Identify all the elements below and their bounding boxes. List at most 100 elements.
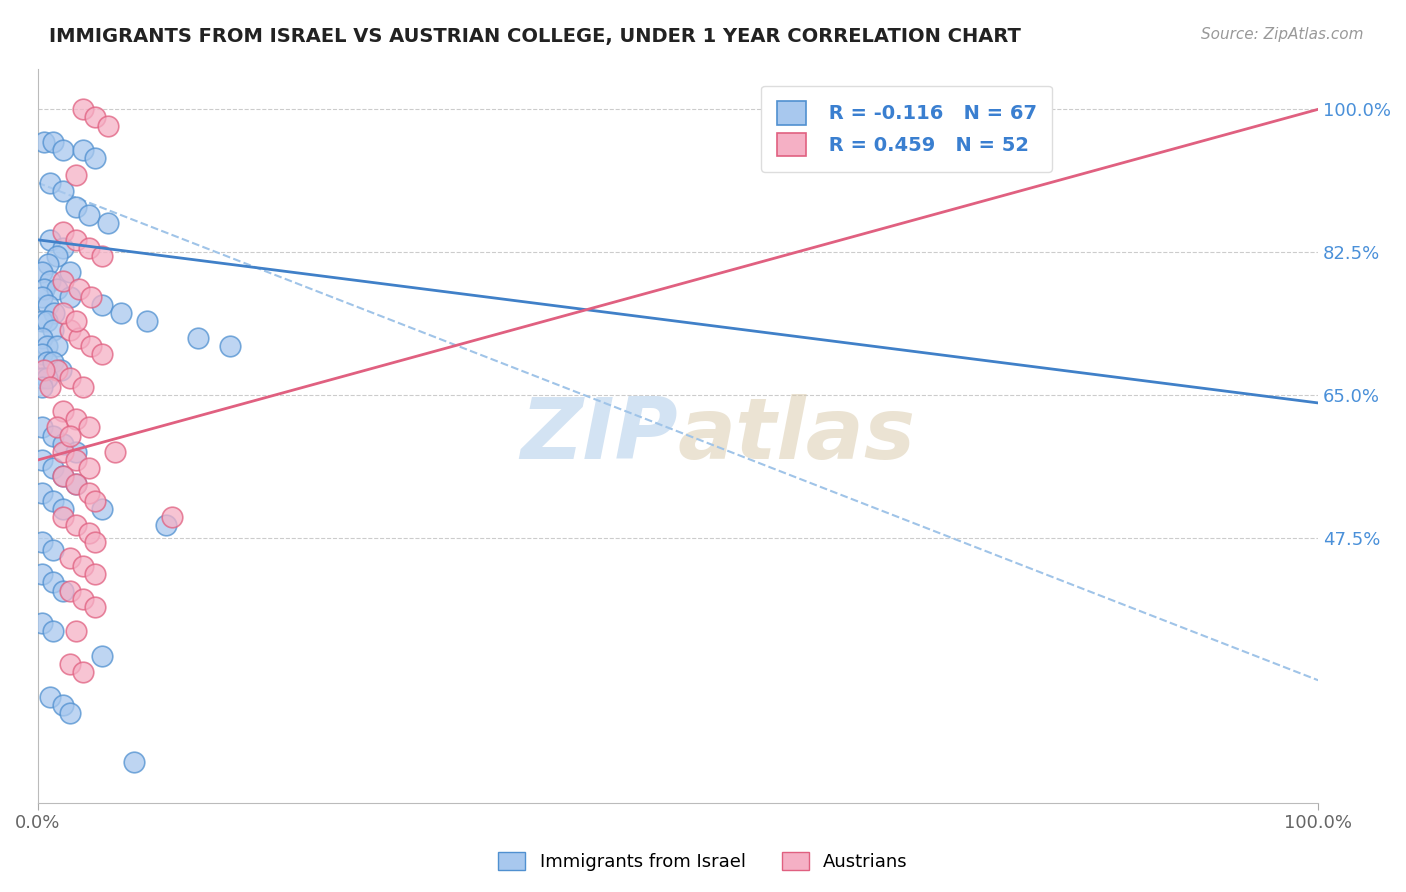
Point <box>31 616 53 631</box>
Point <box>52 225 75 239</box>
Point <box>187 331 209 345</box>
Point <box>59 290 82 304</box>
Point <box>42 322 65 336</box>
Point <box>52 143 75 157</box>
Point <box>72 103 94 117</box>
Point <box>31 420 53 434</box>
Point <box>90 298 112 312</box>
Point <box>65 445 87 459</box>
Point <box>97 217 120 231</box>
Point <box>84 111 107 125</box>
Point <box>42 461 65 475</box>
Point <box>42 355 65 369</box>
Point <box>52 510 75 524</box>
Point <box>59 428 82 442</box>
Point <box>84 151 107 165</box>
Point <box>67 331 90 345</box>
Point <box>65 233 87 247</box>
Point <box>72 591 94 606</box>
Point <box>39 274 62 288</box>
Point <box>90 648 112 663</box>
Point <box>59 371 82 385</box>
Point <box>59 657 82 671</box>
Point <box>52 445 75 459</box>
Point <box>52 241 75 255</box>
Point <box>39 233 62 247</box>
Point <box>65 412 87 426</box>
Point <box>65 200 87 214</box>
Point <box>37 298 59 312</box>
Point <box>52 469 75 483</box>
Point <box>65 453 87 467</box>
Point <box>52 469 75 483</box>
Point <box>65 477 87 491</box>
Point <box>77 420 100 434</box>
Point <box>84 567 107 582</box>
Point <box>42 135 65 149</box>
Point <box>39 176 62 190</box>
Point <box>42 542 65 557</box>
Point <box>103 445 125 459</box>
Point <box>42 575 65 590</box>
Point <box>77 241 100 255</box>
Point <box>65 518 87 533</box>
Point <box>39 690 62 704</box>
Point <box>110 306 132 320</box>
Point <box>52 583 75 598</box>
Point <box>31 347 53 361</box>
Point <box>160 510 183 524</box>
Point <box>52 698 75 712</box>
Point <box>65 624 87 639</box>
Point <box>84 599 107 614</box>
Point <box>31 485 53 500</box>
Text: ZIP: ZIP <box>520 394 678 477</box>
Point <box>77 526 100 541</box>
Point <box>77 208 100 222</box>
Point <box>65 314 87 328</box>
Point <box>49 363 72 377</box>
Text: Source: ZipAtlas.com: Source: ZipAtlas.com <box>1201 27 1364 42</box>
Point <box>42 624 65 639</box>
Point <box>31 567 53 582</box>
Point <box>59 583 82 598</box>
Point <box>31 290 53 304</box>
Legend: Immigrants from Israel, Austrians: Immigrants from Israel, Austrians <box>491 845 915 879</box>
Point <box>84 534 107 549</box>
Point <box>35 339 58 353</box>
Point <box>65 168 87 182</box>
Point <box>32 282 55 296</box>
Point <box>72 379 94 393</box>
Point <box>59 550 82 565</box>
Point <box>155 518 177 533</box>
Text: IMMIGRANTS FROM ISRAEL VS AUSTRIAN COLLEGE, UNDER 1 YEAR CORRELATION CHART: IMMIGRANTS FROM ISRAEL VS AUSTRIAN COLLE… <box>49 27 1021 45</box>
Point <box>42 493 65 508</box>
Point <box>59 322 82 336</box>
Point <box>45 282 67 296</box>
Point <box>90 347 112 361</box>
Point <box>45 420 67 434</box>
Point <box>90 249 112 263</box>
Point <box>52 436 75 450</box>
Point <box>77 461 100 475</box>
Point <box>52 274 75 288</box>
Text: atlas: atlas <box>678 394 917 477</box>
Point <box>59 706 82 720</box>
Point <box>218 339 240 353</box>
Point <box>90 502 112 516</box>
Point <box>31 379 53 393</box>
Point <box>32 135 55 149</box>
Point <box>80 339 103 353</box>
Point <box>45 339 67 353</box>
Point <box>52 184 75 198</box>
Point <box>122 755 145 769</box>
Point <box>31 371 53 385</box>
Point <box>52 404 75 418</box>
Point <box>77 485 100 500</box>
Point <box>80 290 103 304</box>
Point <box>72 559 94 574</box>
Point <box>97 119 120 133</box>
Point <box>65 477 87 491</box>
Point <box>31 453 53 467</box>
Point <box>72 665 94 679</box>
Point <box>31 534 53 549</box>
